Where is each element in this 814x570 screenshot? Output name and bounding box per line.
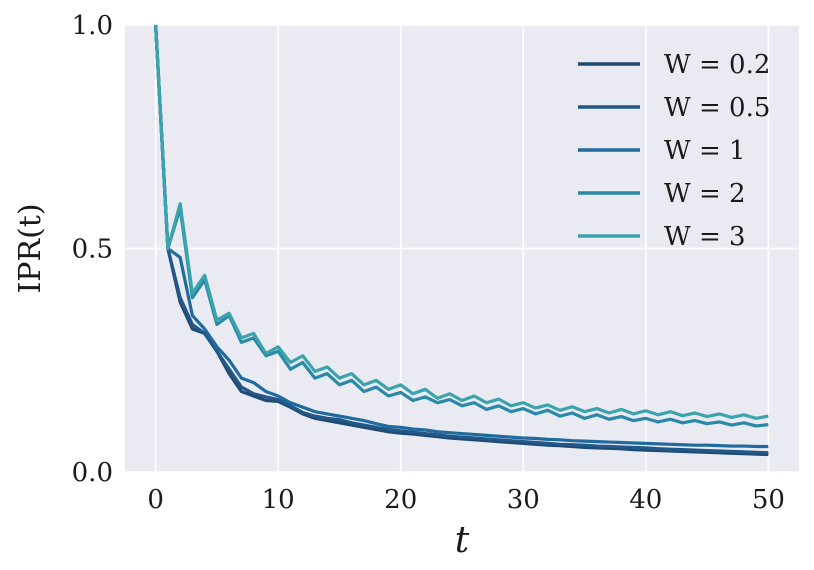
y-tick-label: 0.5 <box>72 235 113 265</box>
series-line <box>154 24 769 428</box>
x-tick-label: 20 <box>384 485 417 515</box>
x-tick-labels: 0 10 20 30 40 50 <box>147 485 785 515</box>
series-line <box>154 24 769 457</box>
legend-label: W = 3 <box>664 222 746 252</box>
x-tick-label: 0 <box>147 485 164 515</box>
legend: W = 0.2 W = 0.5 W = 1 W = 2 W = 3 <box>578 50 770 252</box>
grid-lines <box>125 24 799 473</box>
legend-label: W = 0.5 <box>664 93 770 123</box>
series-line <box>154 24 769 420</box>
legend-label: W = 2 <box>664 179 746 209</box>
y-tick-labels: 0.0 0.5 1.0 <box>72 11 113 488</box>
series-line <box>154 24 769 449</box>
y-tick-label: 0.0 <box>72 458 113 488</box>
y-tick-label: 1.0 <box>72 11 113 41</box>
x-axis-label: t <box>455 520 470 561</box>
x-tick-label: 10 <box>262 485 295 515</box>
series-line <box>154 24 769 455</box>
legend-label: W = 1 <box>664 136 746 166</box>
x-tick-label: 50 <box>752 485 785 515</box>
y-axis-label: IPR(t) <box>13 203 48 293</box>
x-tick-label: 40 <box>629 485 662 515</box>
x-tick-label: 30 <box>507 485 540 515</box>
legend-label: W = 0.2 <box>664 50 770 80</box>
series-lines <box>154 24 769 457</box>
